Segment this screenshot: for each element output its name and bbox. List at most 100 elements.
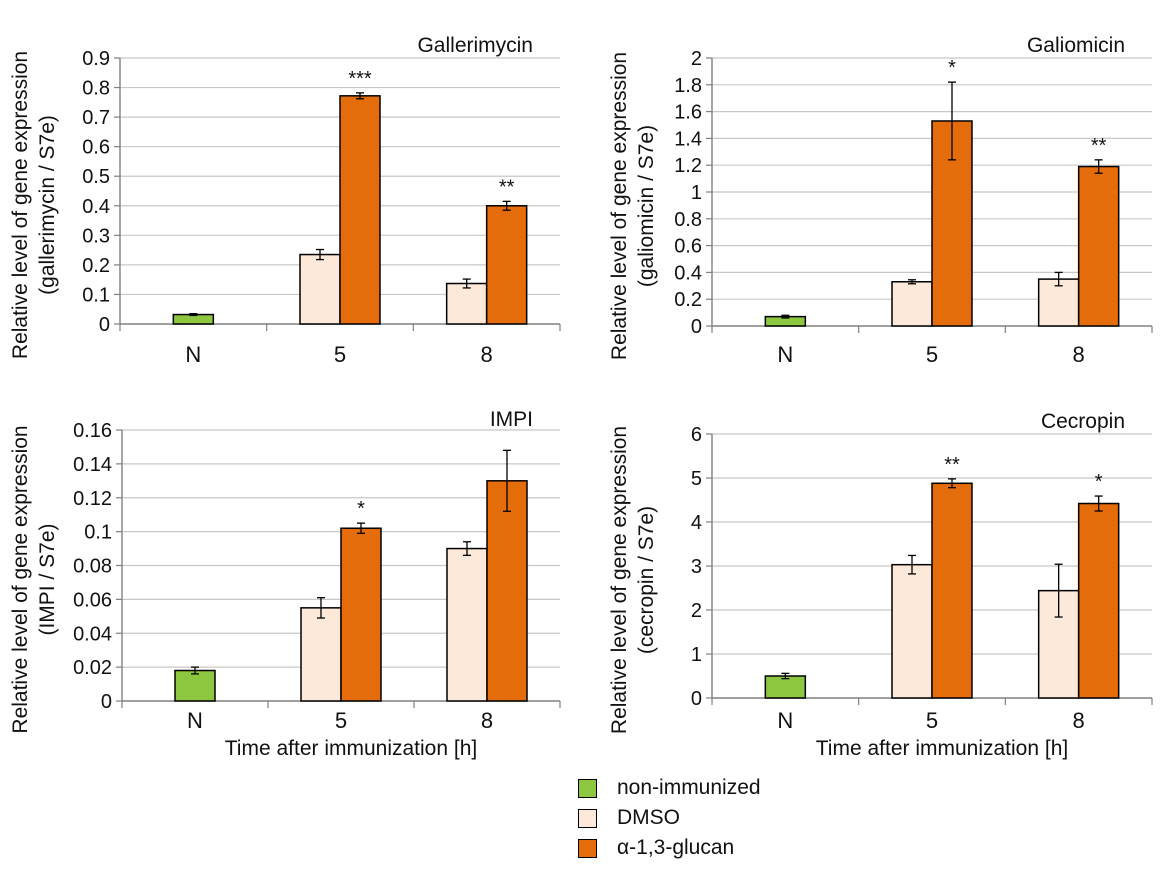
chart-panel-impi: 0 0.02 0.04 0.06 0.08 0.1 0.12 0.14 0.16 N 5 8 * IMPI… <box>9 408 561 760</box>
bar-dmso <box>446 547 488 702</box>
y-axis-label: Relative level of gene expression <box>608 426 631 734</box>
y-tick-label: 0.3 <box>82 225 110 247</box>
legend-swatch-dmso <box>578 808 597 828</box>
y-tick-label: 0.2 <box>674 289 702 311</box>
y-tick-label: 0.8 <box>82 78 110 100</box>
bar--1-3-glucan <box>485 205 528 325</box>
y-tick-label: 0.06 <box>73 589 112 611</box>
significance-marker: * <box>1095 471 1103 493</box>
y-tick-label: 0.14 <box>73 454 112 476</box>
legend-item-dmso: DMSO <box>578 803 761 833</box>
legend-swatch-glucan <box>578 838 597 858</box>
y-tick-label: 4 <box>691 512 702 534</box>
x-tick-label: N <box>777 708 793 733</box>
chart-title: IMPI <box>490 408 533 431</box>
y-tick-label: 0.08 <box>73 556 112 578</box>
y-tick-label: 0.4 <box>674 262 702 284</box>
y-axis-label-unit: (gallerimycin / S7e) <box>36 115 59 295</box>
y-axis-label: Relative level of gene expression <box>9 51 32 359</box>
y-tick-label: 1.4 <box>674 128 702 150</box>
bar--1-3-glucan <box>931 482 973 699</box>
y-tick-label: 0 <box>691 316 702 338</box>
y-tick-label: 0.1 <box>82 284 110 306</box>
y-tick-label: 0.4 <box>82 196 110 218</box>
significance-marker: *** <box>348 68 372 90</box>
chart-panel-galiomicin: 00.20.40.60.811.21.41.61.82N 5 8***Galiomi… <box>608 34 1153 367</box>
bar-dmso <box>891 563 933 699</box>
y-tick-label: 3 <box>691 556 702 578</box>
y-tick-label: 2 <box>691 600 702 622</box>
x-tick-label: N <box>187 708 203 733</box>
bar-non-immunized <box>764 675 807 699</box>
y-tick-label: 1 <box>691 644 702 666</box>
y-tick-label: 0.16 <box>73 420 112 442</box>
x-tick-label: 5 <box>334 342 346 367</box>
y-axis-label: Relative level of gene expression <box>9 425 32 733</box>
y-tick-label: 0.6 <box>674 236 702 258</box>
y-axis-label-unit: (cecropin / S7e) <box>635 506 658 654</box>
y-tick-label: 1 <box>691 182 702 204</box>
x-tick-label: 8 <box>1073 708 1085 733</box>
y-tick-label: 0.9 <box>82 48 110 70</box>
bar-dmso <box>891 281 933 327</box>
chart-title: Cecropin <box>1041 410 1125 433</box>
y-axis-label-unit: (IMPI / S7e) <box>36 523 59 635</box>
x-axis-label: Time after immunization [h] <box>816 737 1068 760</box>
bar--1-3-glucan <box>339 95 381 325</box>
chart-panel-gallerimycin: 00.10.20.30.40.50.60.70.80.9N 5 8*****Gall… <box>9 34 561 367</box>
legend-item-glucan: α-1,3-glucan <box>578 833 761 863</box>
y-tick-label: 0.2 <box>82 255 110 277</box>
legend-label: non-immunized <box>617 776 761 799</box>
y-tick-label: 0.12 <box>73 488 112 510</box>
y-tick-label: 0.02 <box>73 657 112 679</box>
significance-marker: * <box>948 57 956 79</box>
bar-dmso <box>300 607 342 702</box>
legend-label: α-1,3-glucan <box>617 836 735 859</box>
bar-dmso <box>1037 589 1080 699</box>
bar-dmso <box>445 282 488 325</box>
legend-item-non-immunized: non-immunized <box>578 773 761 803</box>
legend-swatch-non-immunized <box>578 778 597 798</box>
x-tick-label: N <box>185 342 201 367</box>
y-tick-label: 1.8 <box>674 75 702 97</box>
y-tick-label: 0.1 <box>84 522 112 544</box>
legend: non-immunized DMSO α-1,3-glucan <box>578 773 761 863</box>
y-tick-label: 0.8 <box>674 209 702 231</box>
significance-marker: * <box>357 498 365 520</box>
y-tick-label: 0 <box>691 688 702 710</box>
x-tick-label: 5 <box>926 708 938 733</box>
y-tick-label: 0.6 <box>82 137 110 159</box>
y-tick-label: 0.7 <box>82 107 110 129</box>
y-axis-label-unit: (galiomicin / S7e) <box>635 125 658 287</box>
y-tick-label: 0.04 <box>73 623 112 645</box>
chart-title: Galiomicin <box>1027 34 1125 57</box>
y-tick-label: 0.5 <box>82 166 110 188</box>
x-tick-label: 5 <box>926 342 938 367</box>
y-tick-label: 2 <box>691 48 702 70</box>
y-tick-label: 0 <box>101 691 112 713</box>
bar--1-3-glucan <box>486 480 528 702</box>
x-tick-label: 5 <box>335 708 347 733</box>
x-axis-label: Time after immunization [h] <box>225 737 477 760</box>
bar--1-3-glucan <box>1077 502 1120 699</box>
y-tick-label: 1.6 <box>674 102 702 124</box>
x-tick-label: 8 <box>481 708 493 733</box>
legend-label: DMSO <box>617 806 680 829</box>
bar-non-immunized <box>174 669 216 702</box>
y-tick-label: 1.2 <box>674 155 702 177</box>
significance-marker: ** <box>944 454 960 476</box>
x-tick-label: N <box>777 342 793 367</box>
y-tick-label: 0 <box>99 314 110 336</box>
y-axis-label: Relative level of gene expression <box>608 52 631 360</box>
bar-dmso <box>299 253 341 325</box>
x-tick-label: 8 <box>1073 342 1085 367</box>
y-tick-label: 5 <box>691 468 702 490</box>
bar--1-3-glucan <box>1077 165 1120 327</box>
bar--1-3-glucan <box>340 527 382 702</box>
chart-title: Gallerimycin <box>417 34 533 57</box>
significance-marker: ** <box>499 176 515 198</box>
y-tick-label: 6 <box>691 424 702 446</box>
x-tick-label: 8 <box>481 342 493 367</box>
